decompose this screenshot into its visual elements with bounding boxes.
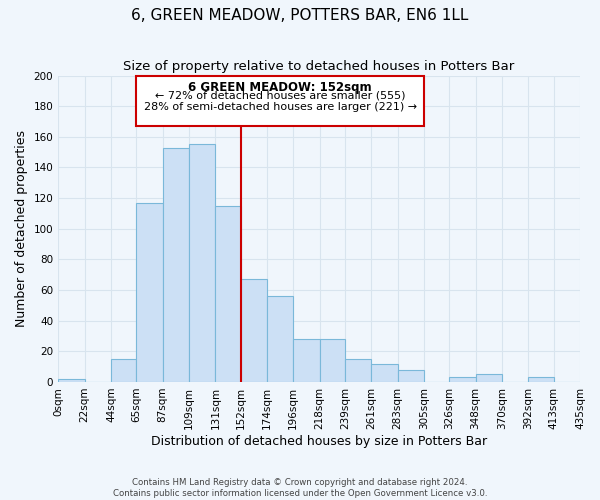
Y-axis label: Number of detached properties: Number of detached properties xyxy=(15,130,28,328)
Bar xyxy=(371,364,398,382)
Text: ← 72% of detached houses are smaller (555): ← 72% of detached houses are smaller (55… xyxy=(155,91,406,101)
Bar xyxy=(345,359,371,382)
Text: 28% of semi-detached houses are larger (221) →: 28% of semi-detached houses are larger (… xyxy=(143,102,416,113)
Text: 6, GREEN MEADOW, POTTERS BAR, EN6 1LL: 6, GREEN MEADOW, POTTERS BAR, EN6 1LL xyxy=(131,8,469,22)
Bar xyxy=(398,370,424,382)
Bar xyxy=(189,144,215,382)
Bar xyxy=(58,379,85,382)
X-axis label: Distribution of detached houses by size in Potters Bar: Distribution of detached houses by size … xyxy=(151,434,487,448)
Bar xyxy=(529,378,554,382)
Bar xyxy=(449,378,476,382)
Bar xyxy=(111,359,136,382)
Bar xyxy=(320,339,345,382)
Bar xyxy=(136,202,163,382)
Bar xyxy=(476,374,502,382)
Text: Contains HM Land Registry data © Crown copyright and database right 2024.
Contai: Contains HM Land Registry data © Crown c… xyxy=(113,478,487,498)
Bar xyxy=(293,339,320,382)
Bar xyxy=(241,280,267,382)
Text: 6 GREEN MEADOW: 152sqm: 6 GREEN MEADOW: 152sqm xyxy=(188,81,372,94)
Title: Size of property relative to detached houses in Potters Bar: Size of property relative to detached ho… xyxy=(124,60,515,73)
Bar xyxy=(136,76,424,126)
Bar xyxy=(163,148,189,382)
Bar xyxy=(215,206,241,382)
Bar xyxy=(267,296,293,382)
